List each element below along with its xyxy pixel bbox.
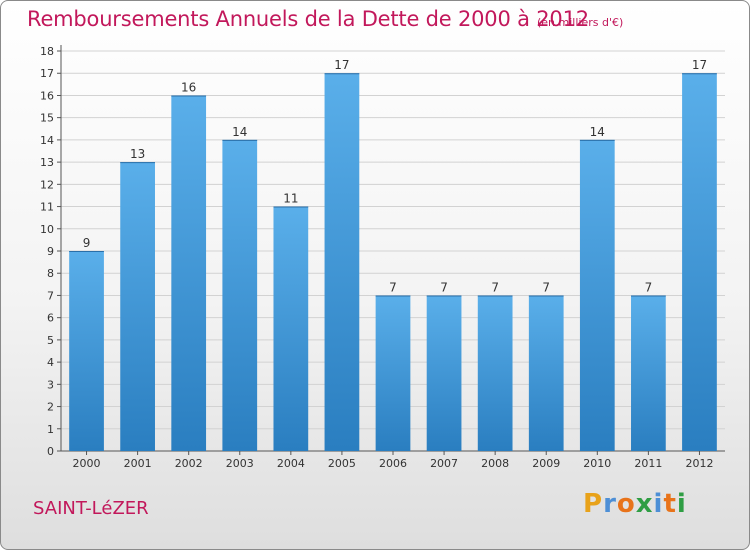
logo-letter: t xyxy=(663,489,677,519)
bar xyxy=(171,95,207,451)
chart-unit: (en milliers d'€) xyxy=(537,16,624,29)
y-tick-label: 3 xyxy=(47,378,54,391)
y-tick-label: 11 xyxy=(40,201,54,214)
data-label: 7 xyxy=(491,280,499,294)
x-tick-label: 2002 xyxy=(175,457,203,470)
data-label: 9 xyxy=(83,236,91,250)
data-label: 7 xyxy=(389,280,397,294)
x-tick-label: 2001 xyxy=(124,457,152,470)
x-tick-label: 2000 xyxy=(73,457,101,470)
x-tick-label: 2010 xyxy=(583,457,611,470)
logo-letter: i xyxy=(676,489,687,519)
data-label: 11 xyxy=(283,192,298,206)
data-label: 14 xyxy=(590,125,605,139)
x-tick-label: 2004 xyxy=(277,457,305,470)
bar xyxy=(324,73,360,451)
y-tick-label: 0 xyxy=(47,445,54,458)
data-label: 7 xyxy=(542,280,550,294)
logo-letter: o xyxy=(616,489,636,519)
y-tick-label: 4 xyxy=(47,356,54,369)
place-name: SAINT-LéZER xyxy=(33,498,149,519)
y-tick-label: 17 xyxy=(40,67,54,80)
y-tick-label: 12 xyxy=(40,178,54,191)
bar xyxy=(528,295,564,451)
bar xyxy=(375,295,411,451)
y-tick-label: 16 xyxy=(40,89,54,102)
x-tick-label: 2008 xyxy=(481,457,509,470)
bar xyxy=(477,295,513,451)
x-tick-label: 2011 xyxy=(634,457,662,470)
chart-title: Remboursements Annuels de la Dette de 20… xyxy=(27,7,589,31)
bar xyxy=(682,73,717,451)
y-tick-label: 15 xyxy=(40,112,54,125)
x-tick-label: 2003 xyxy=(226,457,254,470)
bar xyxy=(273,206,309,451)
logo-letter: r xyxy=(603,489,617,519)
x-tick-label: 2005 xyxy=(328,457,356,470)
bar xyxy=(222,139,258,451)
data-label: 16 xyxy=(181,80,196,94)
y-tick-label: 18 xyxy=(40,45,54,58)
data-label: 17 xyxy=(334,58,349,72)
y-tick-label: 9 xyxy=(47,245,54,258)
x-tick-label: 2006 xyxy=(379,457,407,470)
bar xyxy=(426,295,462,451)
y-tick-label: 1 xyxy=(47,423,54,436)
logo-letter: P xyxy=(583,489,604,519)
y-tick-label: 2 xyxy=(47,401,54,414)
y-tick-label: 10 xyxy=(40,223,54,236)
bar xyxy=(69,251,104,451)
bar xyxy=(579,139,615,451)
data-label: 13 xyxy=(130,147,145,161)
bar xyxy=(631,295,666,451)
x-tick-label: 2009 xyxy=(532,457,560,470)
proxiti-logo: Proxiti xyxy=(583,489,687,519)
logo-letter: i xyxy=(653,489,664,519)
y-tick-label: 14 xyxy=(40,134,54,147)
data-label: 17 xyxy=(692,58,707,72)
data-label: 7 xyxy=(440,280,448,294)
x-tick-label: 2007 xyxy=(430,457,458,470)
data-label: 14 xyxy=(232,125,247,139)
logo-letter: x xyxy=(635,489,654,519)
y-tick-label: 7 xyxy=(47,289,54,302)
y-tick-label: 8 xyxy=(47,267,54,280)
y-tick-label: 6 xyxy=(47,312,54,325)
data-label: 7 xyxy=(645,280,653,294)
y-tick-label: 13 xyxy=(40,156,54,169)
bar xyxy=(120,162,155,451)
x-tick-label: 2012 xyxy=(685,457,713,470)
y-tick-label: 5 xyxy=(47,334,54,347)
